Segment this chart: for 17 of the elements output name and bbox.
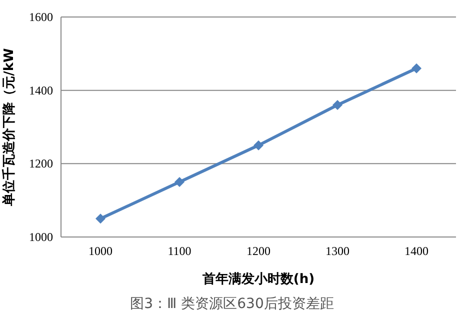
point (332, 100, 342, 110)
caption: 图3：Ⅲ 类资源区630后投资差距 (130, 296, 334, 312)
y-tick-label: 1400 (29, 83, 53, 98)
point (174, 177, 184, 187)
x-tick-label: 1000 (88, 244, 112, 258)
point (412, 63, 422, 74)
point (96, 214, 106, 224)
y-axis-title: 单位千瓦造价下降（元/kW (1, 48, 17, 207)
x-axis-title: 首年满发小时数(h) (201, 272, 315, 287)
x-tick-label: 1200 (246, 244, 270, 258)
y-tick-label: 1200 (29, 156, 53, 171)
y-tick-label: 1600 (29, 10, 53, 24)
x-tick-label: 1300 (326, 244, 350, 258)
x-tick-label: 1400 (404, 244, 428, 258)
x-tick-label: 1100 (168, 244, 192, 258)
point (254, 140, 264, 150)
y-tick-label: 1000 (29, 230, 53, 244)
